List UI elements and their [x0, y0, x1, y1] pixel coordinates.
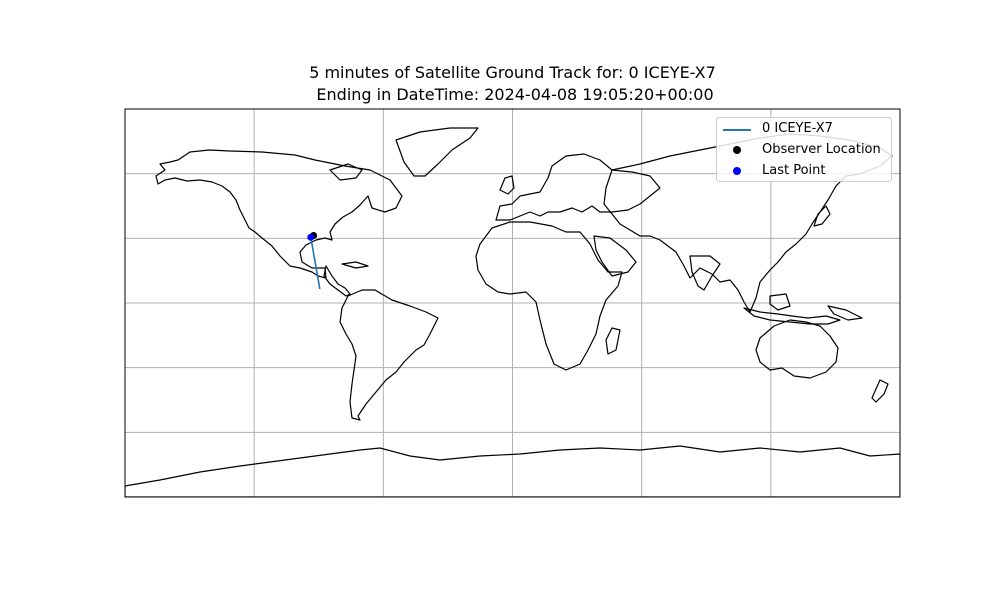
legend-label: Observer Location [762, 142, 881, 157]
legend-dot-marker [733, 167, 741, 175]
ground-track-layer [307, 232, 321, 290]
britain-coastline [499, 175, 515, 195]
antarctica-coastline [125, 445, 900, 497]
africa-coastline [475, 221, 623, 371]
legend-item-track: 0 ICEYE-X7 [717, 120, 893, 138]
cuba-coastline [341, 261, 369, 269]
madagascar-coastline [605, 327, 621, 355]
arabia-coastline [593, 235, 637, 277]
europe-coastline [495, 153, 661, 221]
legend: 0 ICEYE-X7 Observer Location Last Point [716, 117, 892, 182]
central-america-coastline [323, 265, 351, 297]
map-frame [124, 108, 901, 498]
south-america-coastline [339, 289, 439, 421]
baffin-coastline [329, 163, 363, 181]
satellite-ground-track [309, 237, 321, 290]
north-america-coastline [155, 149, 403, 279]
legend-item-observer: Observer Location [717, 141, 893, 159]
chart-title-line-2: Ending in DateTime: 2024-04-08 19:05:20+… [311, 85, 714, 104]
legend-line-marker [723, 129, 751, 131]
new-zealand-coastline [871, 379, 889, 403]
japan-coastline [813, 205, 831, 227]
greenland-coastline [395, 127, 479, 177]
legend-label: Last Point [762, 163, 826, 178]
new-guinea-coastline [827, 305, 863, 321]
legend-dot-marker [733, 146, 741, 154]
australia-coastline [755, 319, 839, 379]
borneo-coastline [769, 293, 791, 311]
legend-label: 0 ICEYE-X7 [762, 121, 833, 136]
last-point-marker [307, 233, 315, 241]
india-coastline [689, 255, 721, 291]
indonesia-coastline [743, 307, 841, 325]
chart-title-line-1: 5 minutes of Satellite Ground Track for:… [309, 63, 716, 82]
legend-item-last-point: Last Point [717, 162, 893, 180]
